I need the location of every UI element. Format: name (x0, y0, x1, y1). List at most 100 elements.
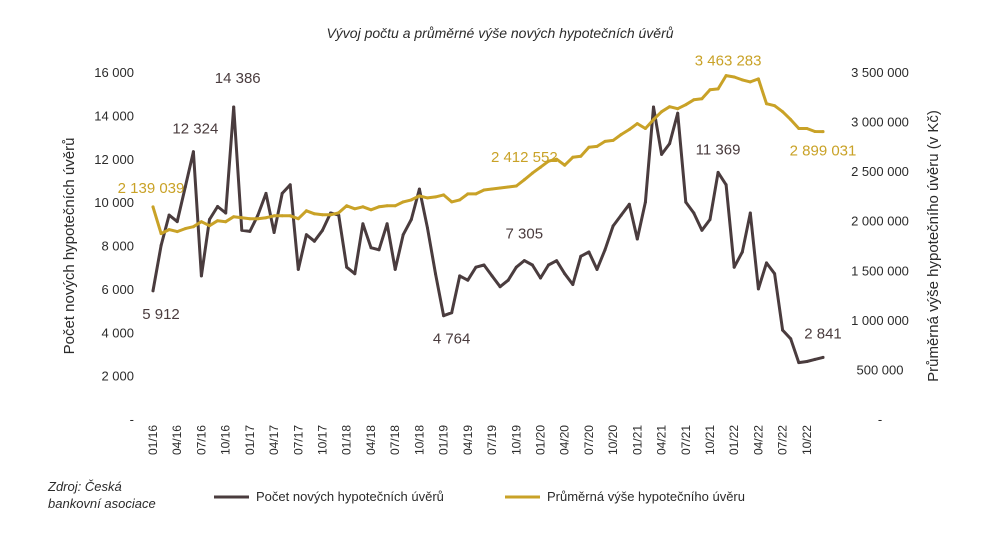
data-point-count (724, 183, 728, 187)
data-point-count (474, 265, 478, 269)
data-point-count (643, 200, 647, 204)
data-point-count (708, 218, 712, 221)
data-point-average (199, 220, 203, 224)
data-point-count (555, 259, 559, 263)
data-point-count (216, 205, 220, 208)
data-point-average (781, 110, 785, 114)
data-point-count (595, 267, 599, 271)
data-point-average (522, 178, 526, 182)
data-point-count (256, 213, 260, 217)
data-point-average (587, 145, 591, 149)
y-right-axis-title: Průměrná výše hypotečního úvěru (v Kč) (925, 110, 942, 382)
data-label-average: 2 139 039 (118, 180, 185, 197)
data-point-count (539, 276, 542, 280)
data-point-count (821, 355, 825, 359)
data-point-average (708, 88, 712, 92)
series-layer (151, 74, 825, 365)
data-point-count (409, 218, 413, 221)
y-right-tick-label: 1 000 000 (851, 313, 909, 328)
data-point-average (353, 207, 357, 211)
data-point-average (668, 105, 672, 109)
data-point-average (466, 192, 470, 196)
data-point-average (304, 209, 308, 213)
data-point-count (272, 231, 276, 234)
data-point-average (183, 227, 187, 231)
x-tick-label: 07/22 (776, 425, 790, 455)
data-point-count (321, 228, 324, 232)
x-tick-label: 01/20 (533, 425, 547, 455)
series-line-count (151, 105, 825, 365)
data-point-average (256, 217, 260, 221)
x-tick-label: 07/19 (485, 425, 499, 455)
data-point-average (337, 211, 341, 215)
data-point-average (571, 155, 575, 159)
data-point-count (635, 237, 639, 241)
data-point-count (458, 274, 462, 278)
data-point-count (369, 246, 373, 250)
data-point-average (563, 163, 567, 167)
data-point-count (224, 211, 228, 215)
data-point-average (296, 217, 300, 221)
data-point-count (183, 185, 187, 189)
data-point-count (522, 259, 526, 263)
data-point-average (619, 133, 623, 136)
data-point-average (740, 78, 744, 82)
data-point-count (393, 267, 397, 271)
data-point-average (175, 230, 179, 234)
data-point-count (700, 228, 704, 232)
data-point-average (756, 77, 760, 81)
data-point-average (288, 214, 292, 218)
data-point-count (514, 265, 518, 269)
data-label-count: 12 324 (172, 121, 218, 138)
data-point-average (652, 118, 655, 122)
data-point-average (434, 195, 437, 199)
x-tick-label: 04/21 (655, 425, 669, 455)
data-point-count (668, 142, 672, 146)
data-point-count (781, 328, 785, 332)
data-label-count: 5 912 (142, 306, 180, 323)
data-point-average (789, 118, 793, 122)
data-point-count (587, 250, 591, 254)
data-point-count (773, 272, 777, 276)
y-right-tick-label: 500 000 (857, 362, 904, 377)
data-point-average (547, 159, 550, 163)
data-point-average (240, 216, 244, 220)
x-tick-label: 04/20 (558, 425, 572, 455)
data-point-average (458, 198, 462, 202)
data-point-average (321, 213, 324, 217)
data-label-count: 11 369 (696, 141, 741, 158)
data-point-count (813, 357, 817, 361)
x-tick-label: 04/16 (170, 425, 184, 455)
data-point-average (539, 165, 542, 169)
data-point-average (716, 87, 720, 91)
data-point-count (563, 272, 567, 276)
data-point-count (466, 278, 470, 282)
data-point-average (385, 204, 389, 208)
data-point-count (232, 105, 236, 109)
data-point-average (724, 74, 728, 78)
data-point-average (442, 193, 446, 197)
data-point-average (329, 213, 333, 217)
data-point-count (627, 202, 631, 206)
data-point-count (498, 285, 502, 289)
data-label-count: 7 305 (506, 226, 544, 243)
y-right-tick-label: - (878, 412, 882, 427)
data-point-count (611, 224, 615, 228)
y-right-axis: - 500 000 1 000 000 1 500 000 2 000 000 2 500… (851, 65, 909, 427)
data-point-count (167, 213, 171, 217)
data-point-average (797, 127, 801, 130)
data-point-count (312, 239, 316, 243)
data-label-count: 2 841 (804, 325, 842, 342)
data-point-average (530, 171, 534, 175)
y-left-tick-label: 14 000 (94, 108, 134, 123)
data-label-count: 14 386 (215, 70, 261, 87)
data-point-average (611, 138, 615, 142)
data-point-count (482, 263, 486, 267)
x-tick-label: 10/20 (606, 425, 620, 455)
data-point-average (643, 127, 647, 130)
data-point-count (684, 200, 688, 204)
data-point-count (490, 274, 494, 278)
x-tick-label: 07/17 (291, 425, 305, 455)
data-point-average (773, 104, 777, 108)
x-tick-label: 07/21 (679, 425, 693, 455)
